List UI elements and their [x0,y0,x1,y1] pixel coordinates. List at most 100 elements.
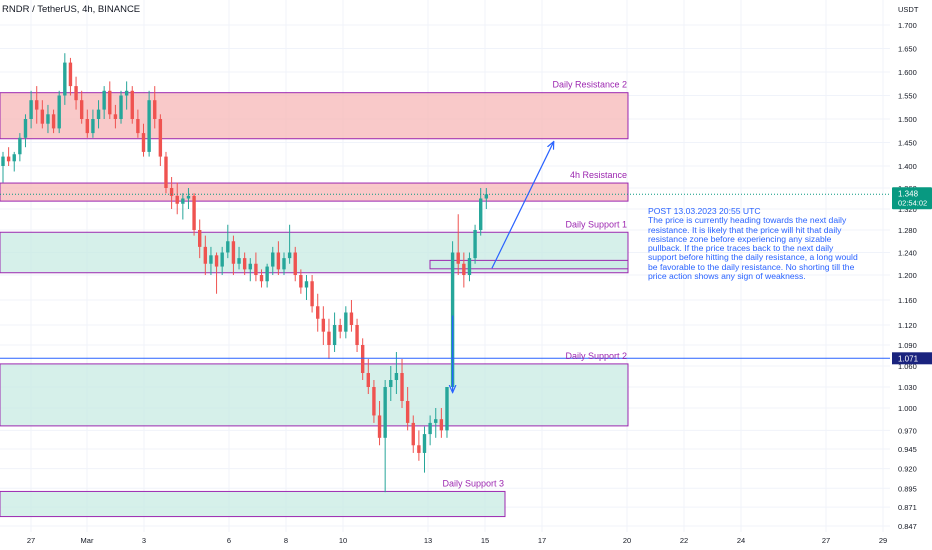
candle-body [29,100,33,119]
candle-body [237,258,241,264]
candle-body [79,100,84,119]
y-axis-tick-label: 1.200 [898,271,917,280]
candle-body [349,312,354,325]
candle-body [169,188,174,196]
zone-box [0,182,629,202]
y-axis-tick-label: 1.650 [898,45,917,54]
y-axis-tick-label: 1.060 [898,362,917,371]
x-axis-tick-label: 27 [822,536,830,545]
x-axis-tick-label: Mar [81,536,94,545]
candle-body [366,373,370,387]
candle-countdown-label: 02:54:02 [898,198,927,207]
candle-body [1,156,5,166]
candle-body [259,275,264,282]
y-axis-tick-label: 1.550 [898,92,917,101]
level-price-tag [892,352,932,365]
candle-body [248,263,252,270]
y-axis-tick-label: 0.847 [898,522,917,531]
x-axis-tick-label: 27 [27,536,35,545]
candle-body [383,387,387,438]
analysis-note-body: The price is currently heading towards t… [648,215,858,281]
x-axis-panel [0,532,932,550]
candle-body [153,100,157,119]
candle-body [422,434,427,453]
candle-body [377,415,382,438]
y-axis-tick-label: 1.280 [898,226,917,235]
zone-box [429,259,629,270]
candle-body [389,380,393,387]
candle-body [23,119,28,138]
candle-body [293,252,297,275]
candle-body [344,312,348,332]
candle-body [462,263,466,275]
candle-body [158,119,163,157]
candle-body [181,198,185,204]
candle-body [231,241,236,264]
y-axis-tick-label: 1.000 [898,404,917,413]
x-axis-tick-label: 20 [623,536,631,545]
x-axis-tick-label: 8 [284,536,288,545]
y-axis-tick-label: 0.945 [898,445,917,454]
y-axis-tick-label: 1.450 [898,139,917,148]
candle-body [355,325,359,345]
candle-body [254,263,258,275]
candle-body [411,422,415,446]
x-axis-tick-label: 10 [339,536,347,545]
candle-body [445,387,449,431]
y-axis-tick-label: 1.500 [898,115,917,124]
candle-body [360,345,365,373]
y-axis-tick-label: 1.160 [898,296,917,305]
candle-body [220,252,224,267]
candle-body [102,90,106,110]
candle-body [18,137,22,155]
candle-body [147,100,151,152]
candle-body [434,419,438,423]
zone-label: Daily Support 2 [565,351,627,361]
y-axis-panel [890,0,932,550]
y-axis-tick-label: 1.320 [898,205,917,214]
candle-body [276,252,281,270]
candle-body [113,114,118,119]
arrow-drawing [491,142,554,269]
candle-body [63,62,67,96]
zone-label: 4h Resistance [570,170,627,180]
candle-body [332,325,337,345]
candle-body [467,258,472,275]
candle-body [372,387,376,416]
last-price-tag [892,187,932,210]
candle-body [299,275,303,288]
y-axis-tick-label: 1.120 [898,321,917,330]
candle-body [304,281,309,288]
candle-body [214,255,219,267]
candle-body [321,318,326,332]
candle-body [226,241,230,253]
x-axis-tick-label: 3 [142,536,146,545]
candle-body [316,306,320,319]
y-axis-tick-label: 1.400 [898,162,917,171]
candle-body [198,230,202,247]
candle-body [209,255,213,264]
candle-body [186,195,191,199]
candle-body [394,373,399,380]
candle-body [338,325,342,332]
candle-body [51,114,56,129]
level-price-label: 1.071 [898,354,919,363]
candle-body [108,90,112,115]
zone-label: Daily Resistance 2 [552,80,627,90]
candle-body [96,109,101,119]
x-axis-tick-label: 15 [481,536,489,545]
analysis-note: POST 13.03.2023 20:55 UTC The price is c… [648,206,862,281]
x-axis-tick-label: 6 [227,536,231,545]
last-price-label: 1.348 [898,189,919,198]
candle-body [484,194,489,199]
candle-body [287,252,292,259]
candle-body [479,198,483,230]
x-axis-tick-label: 17 [538,536,546,545]
zone-label: Daily Support 1 [565,219,627,229]
candle-body [12,154,16,162]
candle-body [85,119,89,134]
y-axis-tick-label: 1.700 [898,21,917,30]
y-axis-tick-label: 1.030 [898,383,917,392]
x-axis-tick-label: 22 [680,536,688,545]
